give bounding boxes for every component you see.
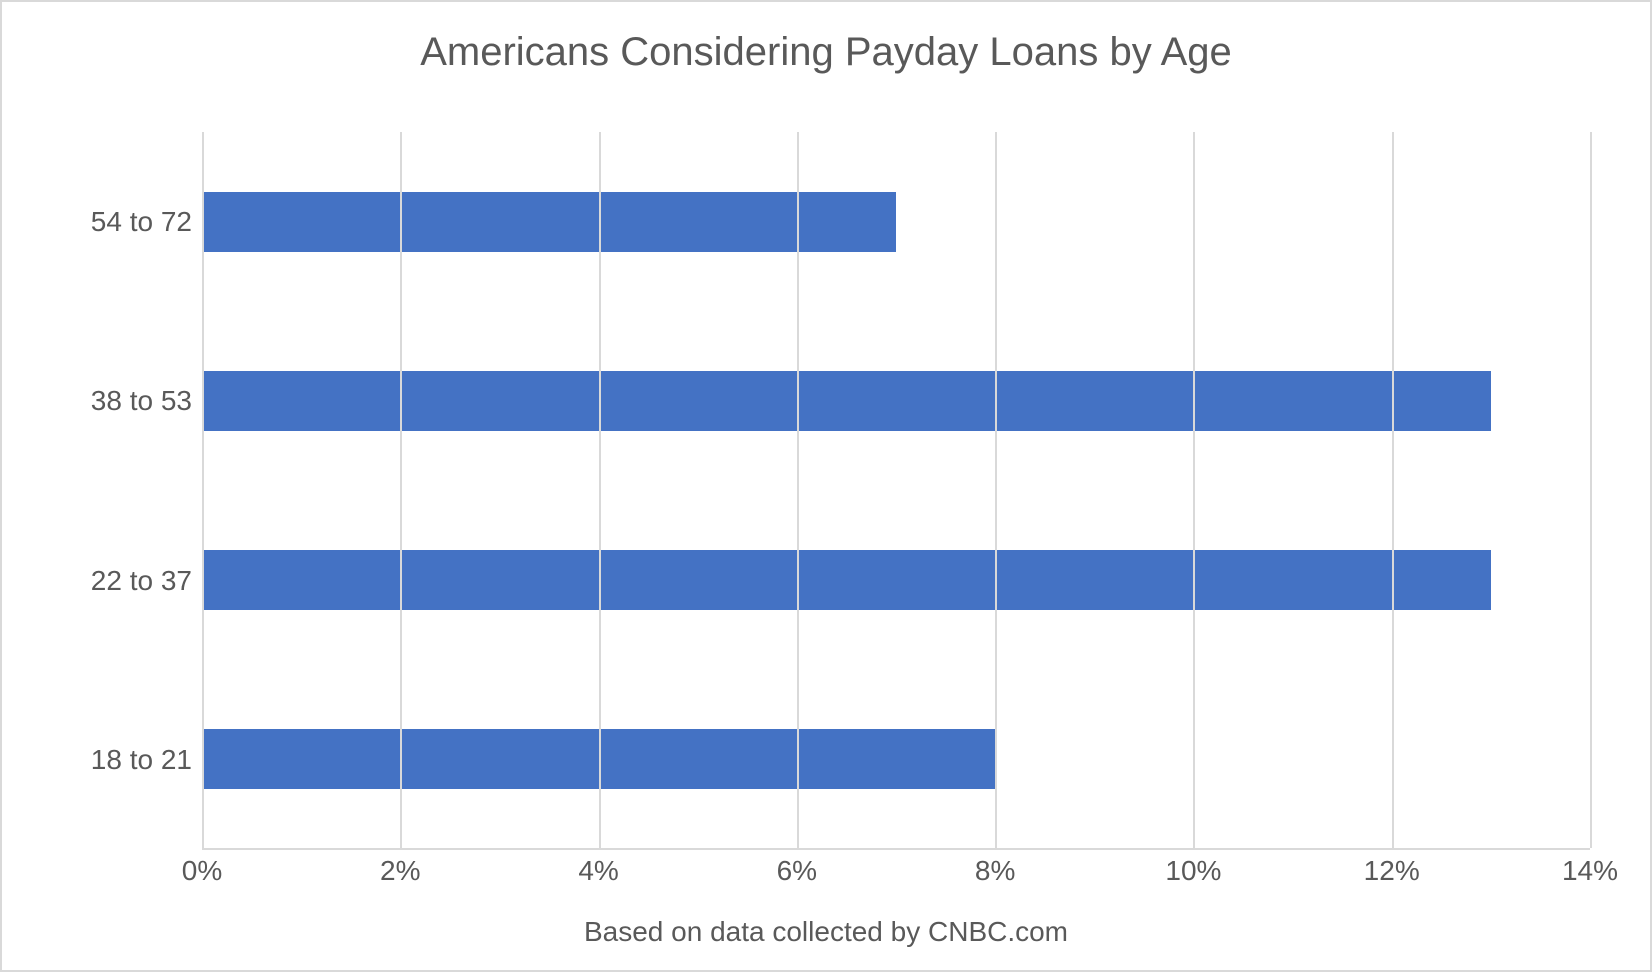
gridline <box>1392 132 1394 848</box>
bar-slot <box>202 550 1590 610</box>
chart-caption: Based on data collected by CNBC.com <box>2 916 1650 948</box>
bars-layer <box>202 132 1590 848</box>
y-tick-label: 38 to 53 <box>91 385 192 417</box>
chart-container: Americans Considering Payday Loans by Ag… <box>0 0 1652 972</box>
bar-slot <box>202 729 1590 789</box>
plot-area <box>202 132 1590 850</box>
y-tick-label: 18 to 21 <box>91 744 192 776</box>
x-tick-label: 4% <box>578 855 618 887</box>
x-tick-label: 8% <box>975 855 1015 887</box>
x-tick-label: 0% <box>182 855 222 887</box>
y-tick-label: 22 to 37 <box>91 565 192 597</box>
chart-title: Americans Considering Payday Loans by Ag… <box>2 2 1650 75</box>
y-axis-labels: 54 to 72 38 to 53 22 to 37 18 to 21 <box>42 132 202 850</box>
bar-slot <box>202 192 1590 252</box>
gridline <box>797 132 799 848</box>
x-tick-label: 2% <box>380 855 420 887</box>
gridline <box>400 132 402 848</box>
x-tick-label: 6% <box>777 855 817 887</box>
x-tick-label: 14% <box>1562 855 1618 887</box>
x-tick-label: 12% <box>1364 855 1420 887</box>
gridline <box>1193 132 1195 848</box>
gridline <box>1590 132 1592 848</box>
x-axis-labels: 0%2%4%6%8%10%12%14% <box>202 855 1590 895</box>
bar-slot <box>202 371 1590 431</box>
plot-wrap: 54 to 72 38 to 53 22 to 37 18 to 21 <box>42 132 1590 850</box>
y-tick-label: 54 to 72 <box>91 206 192 238</box>
bar <box>202 192 896 252</box>
gridline <box>202 132 204 848</box>
bar <box>202 550 1491 610</box>
gridline <box>599 132 601 848</box>
x-tick-label: 10% <box>1165 855 1221 887</box>
bar <box>202 371 1491 431</box>
gridline <box>995 132 997 848</box>
